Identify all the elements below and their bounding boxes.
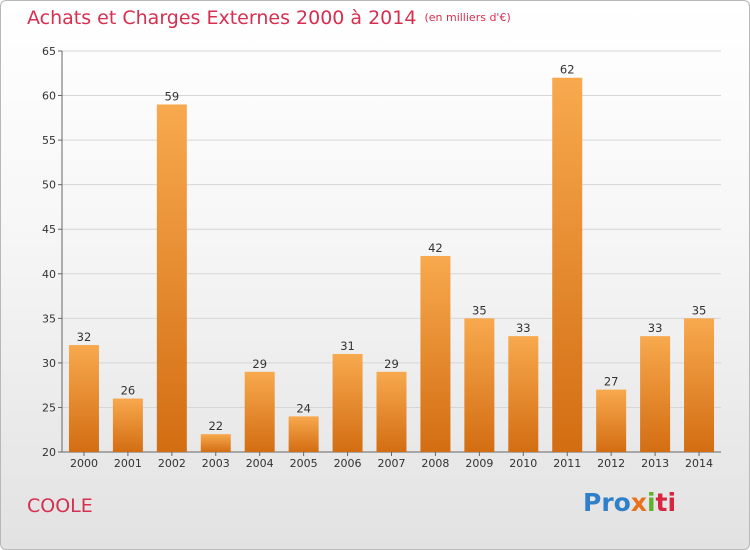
x-tick-label: 2014 [685, 457, 713, 470]
logo-part-3: i [646, 488, 656, 517]
y-tick-label: 45 [42, 223, 56, 236]
x-tick-label: 2000 [70, 457, 98, 470]
bars [68, 77, 715, 452]
y-tick-label: 30 [42, 357, 56, 370]
x-tick-label: 2010 [509, 457, 537, 470]
bar-2005 [288, 416, 319, 452]
y-tick-label: 35 [42, 312, 56, 325]
chart-title-text: Achats et Charges Externes 2000 à 2014 [27, 7, 417, 29]
value-label: 24 [296, 401, 311, 415]
bar-2007 [376, 371, 407, 452]
x-tick-label: 2005 [290, 457, 318, 470]
bar-2003 [200, 434, 231, 452]
value-label: 62 [560, 63, 575, 77]
bar-2000 [68, 345, 99, 452]
value-label: 59 [165, 89, 180, 103]
value-labels: 32 26 59 22 29 24 31 29 42 35 33 62 27 33 35 [77, 63, 707, 433]
value-label: 33 [516, 321, 531, 335]
x-tick-label: 2013 [641, 457, 669, 470]
bar-2012 [596, 389, 627, 452]
y-tick-label: 50 [42, 179, 56, 192]
y-tick-label: 65 [42, 45, 56, 58]
x-tick-label: 2001 [114, 457, 142, 470]
y-tick-label: 25 [42, 401, 56, 414]
bar-2011 [552, 77, 583, 452]
x-tick-label: 2007 [378, 457, 406, 470]
chart-subtitle: (en milliers d'€) [424, 11, 511, 24]
x-tick-label: 2009 [465, 457, 493, 470]
logo-part-1: Pro [583, 488, 631, 517]
value-label: 27 [604, 375, 619, 389]
x-tick-label: 2002 [158, 457, 186, 470]
location-name: COOLE [27, 495, 93, 517]
y-tick-label: 60 [42, 90, 56, 103]
x-tick-label: 2008 [421, 457, 449, 470]
y-tick-label: 55 [42, 134, 56, 147]
x-tick-label: 2011 [553, 457, 581, 470]
value-label: 26 [121, 384, 136, 398]
chart-title: Achats et Charges Externes 2000 à 2014 (e… [27, 7, 511, 29]
y-tick-label: 40 [42, 268, 56, 281]
value-label: 32 [77, 330, 92, 344]
value-label: 31 [340, 339, 355, 353]
value-label: 35 [692, 303, 707, 317]
bar-2004 [244, 371, 275, 452]
logo-part-4: ti [655, 488, 677, 517]
bar-2008 [420, 255, 451, 452]
proxiti-logo[interactable]: Proxiti [583, 488, 676, 517]
value-label: 22 [208, 419, 223, 433]
bar-2009 [464, 318, 495, 452]
x-tick-label: 2012 [597, 457, 625, 470]
x-tick-label: 2003 [202, 457, 230, 470]
logo-part-2: x [630, 488, 647, 517]
y-tick-label: 20 [42, 446, 56, 459]
value-label: 33 [648, 321, 663, 335]
bar-2002 [156, 104, 187, 452]
bar-2013 [640, 336, 671, 452]
value-label: 29 [252, 357, 267, 371]
value-label: 42 [428, 241, 443, 255]
bar-2010 [508, 336, 539, 452]
x-tick-label: 2006 [334, 457, 362, 470]
bar-2014 [684, 318, 715, 452]
bar-2001 [112, 398, 143, 452]
x-tick-label: 2004 [246, 457, 274, 470]
value-label: 29 [384, 357, 399, 371]
value-label: 35 [472, 303, 487, 317]
bar-2006 [332, 353, 363, 452]
